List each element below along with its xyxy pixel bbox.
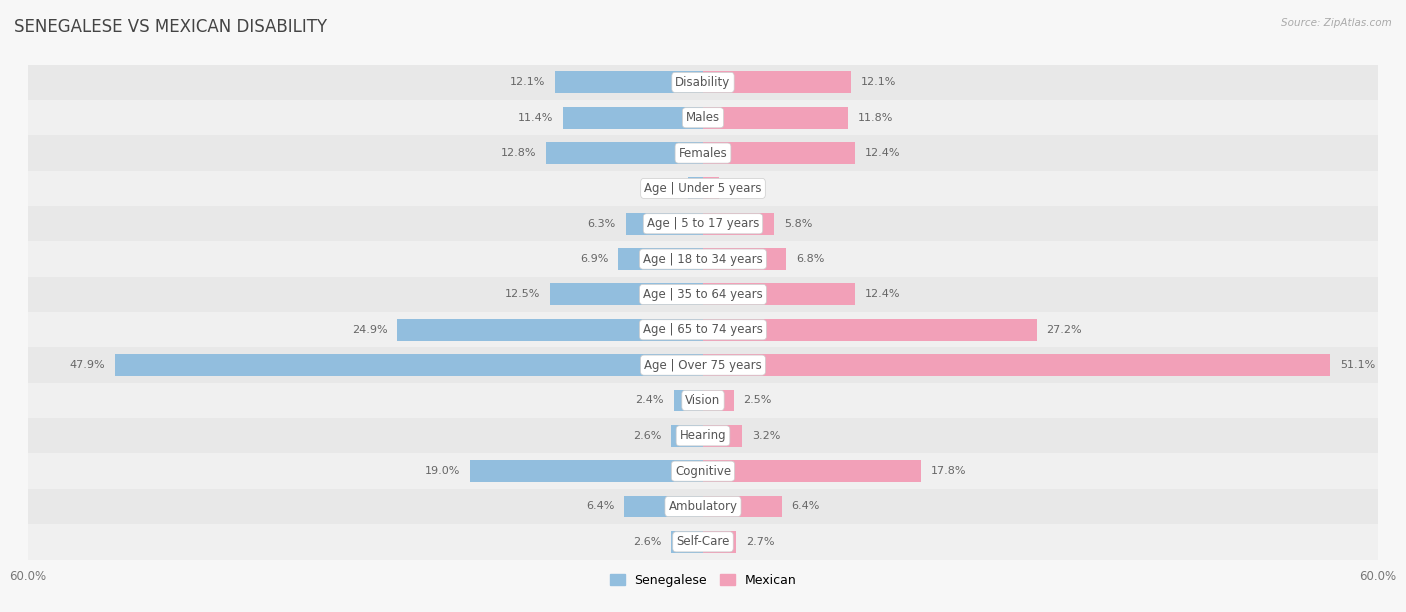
Bar	[626, 213, 703, 235]
Bar	[28, 277, 1378, 312]
Text: SENEGALESE VS MEXICAN DISABILITY: SENEGALESE VS MEXICAN DISABILITY	[14, 18, 328, 36]
Bar	[28, 312, 1378, 348]
Text: 6.8%: 6.8%	[796, 254, 825, 264]
Text: Age | 35 to 64 years: Age | 35 to 64 years	[643, 288, 763, 301]
Text: 2.7%: 2.7%	[747, 537, 775, 547]
Text: 2.6%: 2.6%	[633, 431, 661, 441]
Bar	[28, 100, 1378, 135]
Bar	[28, 242, 1378, 277]
Bar	[619, 248, 703, 270]
Bar	[28, 171, 1378, 206]
Bar	[28, 489, 1378, 524]
Text: 6.3%: 6.3%	[588, 218, 616, 229]
Text: Age | Under 5 years: Age | Under 5 years	[644, 182, 762, 195]
Text: 11.8%: 11.8%	[858, 113, 893, 123]
Text: 11.4%: 11.4%	[517, 113, 554, 123]
Bar	[28, 524, 1378, 559]
Text: 12.8%: 12.8%	[501, 148, 536, 158]
Text: 1.3%: 1.3%	[728, 184, 756, 193]
Text: Source: ZipAtlas.com: Source: ZipAtlas.com	[1281, 18, 1392, 28]
Bar	[703, 389, 734, 411]
Text: 3.2%: 3.2%	[752, 431, 780, 441]
Text: 51.1%: 51.1%	[1340, 360, 1375, 370]
Bar	[703, 425, 742, 447]
Bar	[546, 142, 703, 164]
Text: 6.4%: 6.4%	[792, 501, 820, 512]
Bar	[28, 348, 1378, 382]
Text: Self-Care: Self-Care	[676, 536, 730, 548]
Bar	[28, 453, 1378, 489]
Text: 5.8%: 5.8%	[785, 218, 813, 229]
Bar	[703, 531, 737, 553]
Bar	[28, 206, 1378, 242]
Bar	[671, 425, 703, 447]
Text: 17.8%: 17.8%	[931, 466, 967, 476]
Text: Ambulatory: Ambulatory	[668, 500, 738, 513]
Text: 2.6%: 2.6%	[633, 537, 661, 547]
Bar	[564, 106, 703, 129]
Text: Disability: Disability	[675, 76, 731, 89]
Text: 6.4%: 6.4%	[586, 501, 614, 512]
Bar	[703, 496, 782, 518]
Text: Cognitive: Cognitive	[675, 465, 731, 477]
Bar	[673, 389, 703, 411]
Text: 12.4%: 12.4%	[865, 289, 900, 299]
Text: 24.9%: 24.9%	[352, 325, 388, 335]
Bar	[624, 496, 703, 518]
Bar	[703, 283, 855, 305]
Bar	[703, 460, 921, 482]
Bar	[28, 135, 1378, 171]
Bar	[554, 72, 703, 94]
Bar	[703, 106, 848, 129]
Text: Males: Males	[686, 111, 720, 124]
Text: Vision: Vision	[685, 394, 721, 407]
Text: 2.4%: 2.4%	[636, 395, 664, 406]
Text: Females: Females	[679, 147, 727, 160]
Bar	[671, 531, 703, 553]
Bar	[115, 354, 703, 376]
Text: 19.0%: 19.0%	[425, 466, 460, 476]
Bar	[703, 248, 786, 270]
Bar	[398, 319, 703, 341]
Bar	[703, 319, 1036, 341]
Bar	[550, 283, 703, 305]
Bar	[703, 142, 855, 164]
Text: 6.9%: 6.9%	[581, 254, 609, 264]
Bar	[28, 65, 1378, 100]
Bar	[689, 177, 703, 200]
Bar	[28, 382, 1378, 418]
Text: Hearing: Hearing	[679, 429, 727, 442]
Text: Age | Over 75 years: Age | Over 75 years	[644, 359, 762, 371]
Text: Age | 5 to 17 years: Age | 5 to 17 years	[647, 217, 759, 230]
Bar	[28, 418, 1378, 453]
Text: 27.2%: 27.2%	[1046, 325, 1083, 335]
Bar	[703, 354, 1330, 376]
Text: 12.5%: 12.5%	[505, 289, 540, 299]
Bar	[703, 213, 775, 235]
Text: 12.1%: 12.1%	[509, 77, 544, 88]
Bar	[703, 177, 718, 200]
Text: 1.2%: 1.2%	[650, 184, 679, 193]
Legend: Senegalese, Mexican: Senegalese, Mexican	[605, 569, 801, 592]
Text: Age | 65 to 74 years: Age | 65 to 74 years	[643, 323, 763, 336]
Text: 47.9%: 47.9%	[70, 360, 105, 370]
Text: Age | 18 to 34 years: Age | 18 to 34 years	[643, 253, 763, 266]
Text: 12.4%: 12.4%	[865, 148, 900, 158]
Bar	[470, 460, 703, 482]
Text: 2.5%: 2.5%	[744, 395, 772, 406]
Bar	[703, 72, 852, 94]
Text: 12.1%: 12.1%	[862, 77, 897, 88]
